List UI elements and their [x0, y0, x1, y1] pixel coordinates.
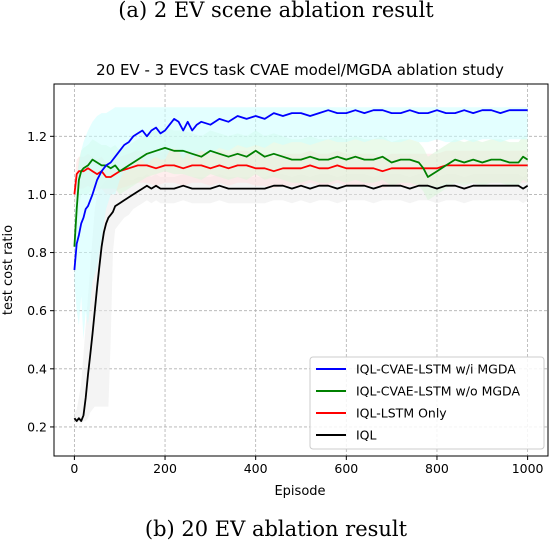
plot-frame	[53, 83, 549, 457]
y-tick-label: 1.2	[27, 129, 47, 144]
x-axis-ticks: 0 200 400 600 800 1000	[70, 456, 544, 476]
chart-title: 20 EV - 3 EVCS task CVAE model/MGDA abla…	[96, 61, 504, 79]
chart-legend: IQL-CVAE-LSTM w/i MGDA IQL-CVAE-LSTM w/o …	[309, 356, 545, 450]
y-tick-label: 1.0	[27, 187, 47, 202]
series-line	[73, 109, 528, 271]
y-axis-label: test cost ratio	[1, 225, 16, 315]
series-line	[73, 184, 529, 423]
x-tick-label: 0	[70, 461, 78, 476]
x-tick-label: 200	[153, 461, 177, 476]
y-tick-label: 0.4	[27, 361, 47, 376]
x-tick-label: 400	[244, 461, 268, 476]
legend-label: IQL-CVAE-LSTM w/o MGDA	[356, 384, 520, 399]
series-line	[73, 146, 529, 247]
legend-label: IQL	[356, 428, 377, 443]
x-axis-label: Episode	[274, 484, 325, 499]
series-lines	[73, 109, 529, 423]
y-tick-label: 0.2	[27, 419, 47, 434]
x-tick-label: 800	[425, 461, 449, 476]
series-band	[74, 127, 528, 253]
x-tick-label: 600	[334, 461, 358, 476]
y-tick-label: 0.6	[27, 303, 47, 318]
legend-box	[309, 356, 545, 450]
legend-label: IQL-LSTM Only	[356, 406, 447, 421]
figure-caption-bottom: (b) 20 EV ablation result	[144, 517, 408, 541]
series-band	[74, 174, 528, 424]
y-axis-ticks: 0.2 0.4 0.6 0.8 1.0 1.2	[27, 129, 54, 434]
series-band	[74, 107, 528, 340]
x-tick-label: 1000	[512, 461, 544, 476]
axes-frame	[53, 83, 549, 457]
figure-caption-top: (a) 2 EV scene ablation result	[118, 0, 434, 22]
legend-label: IQL-CVAE-LSTM w/i MGDA	[356, 362, 516, 377]
variance-bands	[74, 107, 528, 424]
y-tick-label: 0.8	[27, 245, 47, 260]
